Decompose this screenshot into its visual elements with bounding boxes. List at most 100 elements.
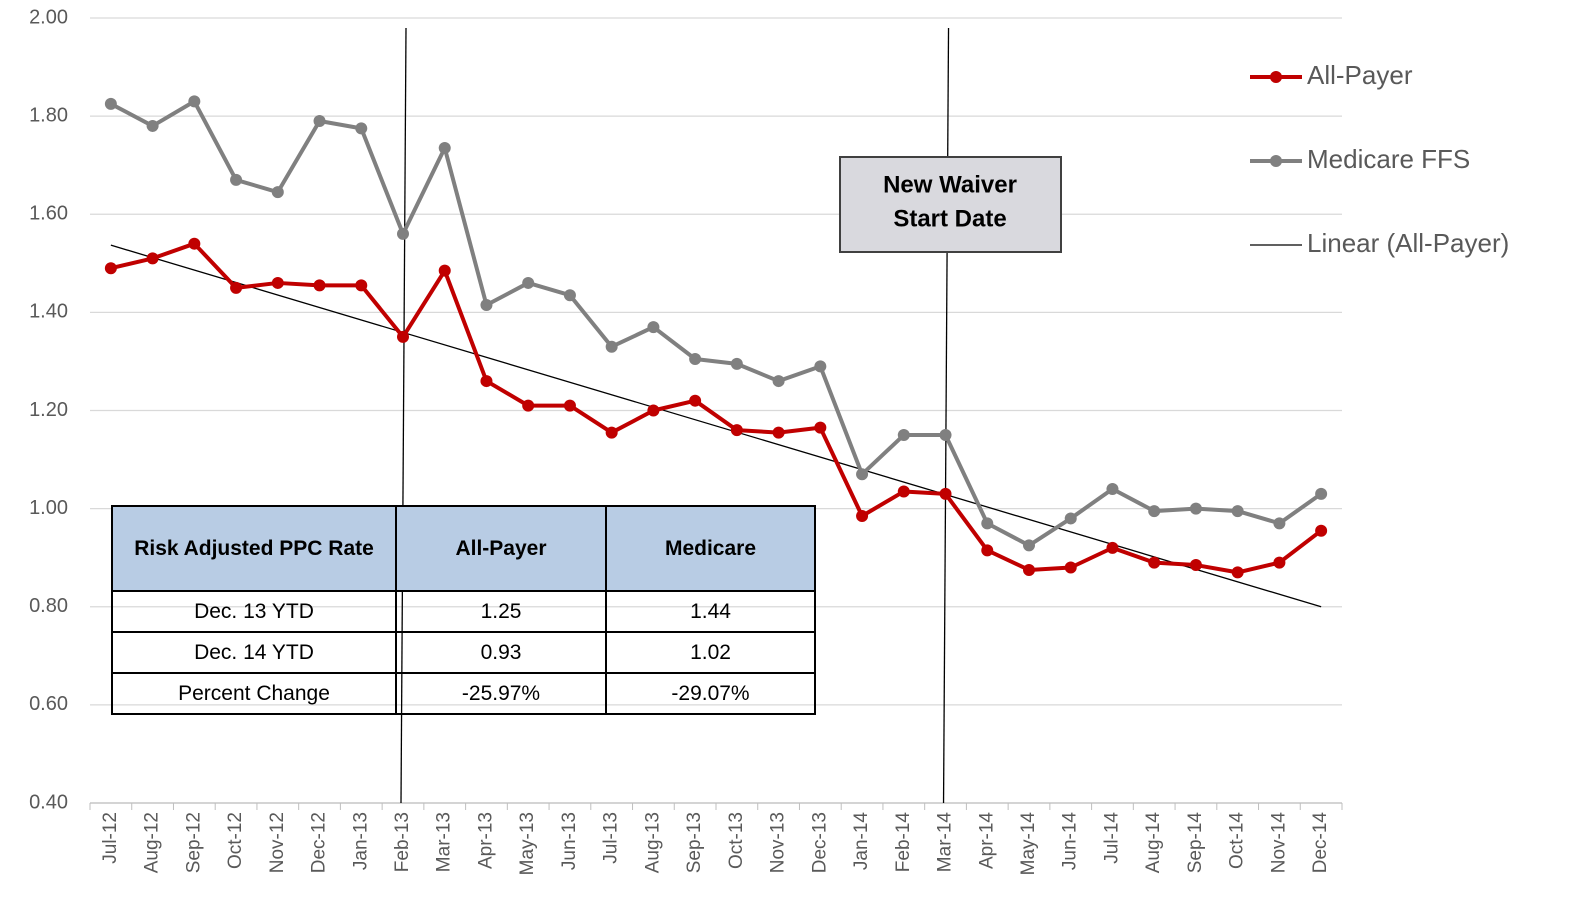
- legend-marker: [1270, 155, 1282, 167]
- x-tick-label: Oct-12: [225, 812, 246, 869]
- x-tick-label: Mar-13: [434, 812, 455, 872]
- marker: [1023, 563, 1035, 576]
- marker: [981, 517, 994, 530]
- marker: [605, 340, 618, 353]
- annotation-text: Start Date: [893, 205, 1006, 232]
- marker: [397, 227, 409, 240]
- y-tick-label: 1.80: [29, 104, 68, 126]
- x-tick-label: Oct-13: [726, 812, 747, 869]
- x-tick-label: Oct-14: [1227, 812, 1248, 869]
- x-tick-label: May-14: [1018, 812, 1039, 876]
- annotation-box: [839, 156, 1062, 253]
- marker: [981, 544, 994, 557]
- x-tick-label: Aug-12: [142, 812, 163, 873]
- trendline: [110, 244, 1322, 608]
- x-tick-label: Jul-14: [1101, 812, 1122, 864]
- x-tick-label: Feb-14: [893, 812, 914, 873]
- marker: [1148, 505, 1161, 518]
- marker: [1064, 512, 1077, 525]
- x-tick-label: Jan-13: [350, 812, 371, 870]
- table-row: Dec. 14 YTD 0.93 1.02: [111, 631, 816, 674]
- marker: [522, 399, 535, 412]
- marker: [480, 375, 493, 388]
- marker: [1231, 505, 1244, 518]
- marker: [1106, 483, 1119, 495]
- marker: [1106, 541, 1119, 554]
- marker: [271, 186, 284, 199]
- x-tick-label: Dec-14: [1310, 812, 1331, 874]
- x-tick-label: Apr-13: [475, 812, 496, 869]
- marker: [313, 279, 326, 292]
- y-tick-label: 0.40: [29, 791, 68, 813]
- marker: [146, 119, 159, 132]
- marker: [689, 352, 702, 365]
- marker: [897, 429, 910, 442]
- marker: [438, 264, 451, 277]
- table-row: Percent Change -25.97% -29.07%: [111, 672, 816, 715]
- x-tick-label: Jan-14: [851, 812, 872, 871]
- x-tick-label: Sep-14: [1185, 812, 1206, 874]
- table-cell: Dec. 14 YTD: [111, 631, 397, 674]
- marker: [480, 299, 493, 312]
- summary-table: Risk Adjusted PPC Rate All-Payer Medicar…: [111, 505, 816, 715]
- x-tick-label: Sep-13: [684, 812, 705, 873]
- x-tick-label: Feb-13: [392, 812, 413, 872]
- marker: [1148, 556, 1161, 569]
- marker: [271, 276, 284, 289]
- marker: [230, 281, 243, 294]
- marker: [647, 321, 660, 334]
- x-tick-label: Sep-12: [183, 812, 204, 873]
- y-tick-label: 0.80: [29, 595, 68, 617]
- legend-label: Medicare FFS: [1307, 144, 1470, 174]
- y-tick-label: 1.00: [29, 497, 68, 519]
- marker: [730, 357, 743, 370]
- table-header: Medicare: [605, 505, 816, 592]
- y-tick-label: 2.00: [29, 6, 68, 28]
- marker: [939, 487, 952, 500]
- table-cell: 1.25: [395, 590, 607, 633]
- marker: [1189, 559, 1202, 572]
- marker: [1273, 556, 1286, 569]
- table-cell: 0.93: [395, 631, 607, 674]
- table-cell: -25.97%: [395, 672, 607, 715]
- marker: [856, 509, 869, 522]
- marker: [397, 330, 409, 343]
- marker: [1273, 517, 1286, 530]
- x-tick-label: Aug-13: [642, 812, 663, 873]
- x-tick-label: Jul-12: [100, 812, 121, 864]
- reference-line: [942, 27, 950, 804]
- legend-marker: [1270, 71, 1282, 83]
- marker: [1315, 524, 1328, 537]
- marker: [1023, 539, 1035, 552]
- table-cell: Dec. 13 YTD: [111, 590, 397, 633]
- annotation-text: New Waiver: [883, 171, 1017, 198]
- y-tick-label: 1.20: [29, 399, 68, 421]
- y-tick-label: 0.60: [29, 693, 68, 715]
- marker: [1231, 566, 1244, 579]
- marker: [772, 426, 785, 439]
- marker: [104, 97, 117, 110]
- legend-label: All-Payer: [1307, 60, 1413, 90]
- marker: [104, 262, 117, 275]
- y-tick-label: 1.60: [29, 203, 68, 225]
- table-cell: 1.44: [605, 590, 816, 633]
- x-tick-label: Jul-13: [601, 812, 622, 864]
- marker: [1189, 502, 1202, 515]
- marker: [355, 279, 368, 292]
- marker: [188, 95, 201, 108]
- x-tick-label: May-13: [517, 812, 538, 875]
- marker: [689, 394, 702, 407]
- x-tick-label: Apr-14: [976, 812, 997, 869]
- x-tick-label: Nov-13: [768, 812, 789, 873]
- table-cell: -29.07%: [605, 672, 816, 715]
- marker: [230, 173, 243, 186]
- table-header: Risk Adjusted PPC Rate: [111, 505, 397, 592]
- marker: [355, 122, 368, 135]
- marker: [313, 115, 326, 128]
- marker: [188, 237, 201, 250]
- x-tick-label: Nov-14: [1268, 812, 1289, 874]
- x-tick-label: Mar-14: [935, 812, 956, 873]
- marker: [856, 468, 869, 481]
